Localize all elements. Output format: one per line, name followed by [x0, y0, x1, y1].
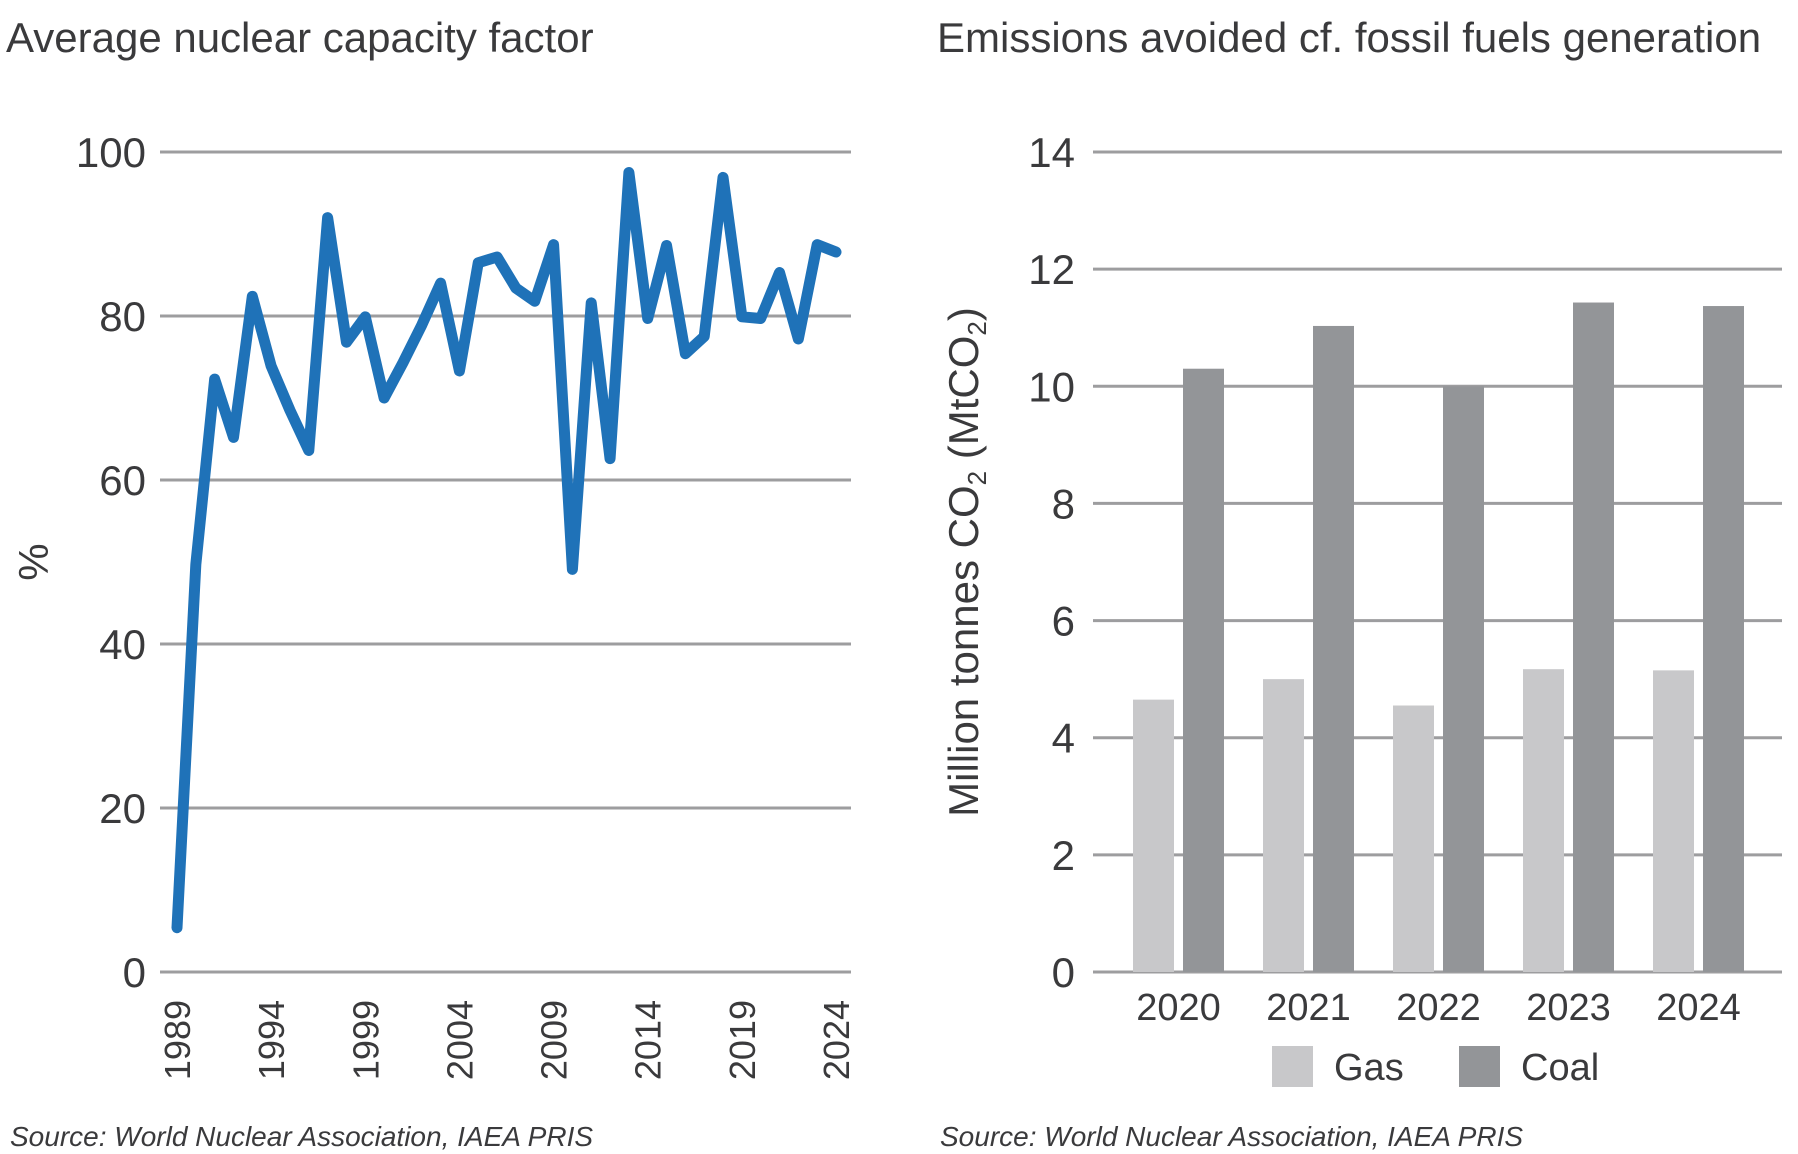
x-tick-label: 2023	[1526, 987, 1611, 1029]
line-chart-title: Average nuclear capacity factor	[6, 14, 594, 61]
x-tick-label: 2014	[628, 1000, 669, 1080]
line-chart-source: Source: World Nuclear Association, IAEA …	[10, 1121, 593, 1152]
x-tick-label: 2024	[1656, 987, 1741, 1029]
y-tick-label: 14	[1028, 129, 1075, 176]
bar-gas-2022	[1393, 705, 1434, 972]
x-tick-label: 2024	[816, 1000, 857, 1080]
y-tick-label: 2	[1052, 832, 1075, 879]
bar-chart: 0 2 4 6 8 10 12 14 2020 2021 2022 2023 2024 Gas Coal	[1028, 129, 1782, 1089]
y-tick-label: 10	[1028, 363, 1075, 410]
bar-gas-2020	[1133, 699, 1174, 972]
capacity-factor-line	[171, 167, 842, 934]
x-tick-label: 2022	[1396, 987, 1481, 1029]
bar-chart-y-label: Million tonnes CO2 (MtCO2)	[940, 307, 992, 817]
line-chart: 0 20 40 60 80 100 1989 1994 1999 2004 2009 2014 2019…	[76, 129, 857, 1080]
x-tick-label: 2004	[439, 1000, 480, 1080]
bar-coal-2020	[1183, 368, 1224, 972]
y-tick-label: 20	[99, 785, 146, 832]
y-tick-label: 8	[1052, 480, 1075, 527]
bar-coal-2022	[1443, 386, 1484, 972]
y-tick-label: 100	[76, 129, 146, 176]
bar-gas-2023	[1523, 669, 1564, 972]
legend-swatch-coal	[1459, 1046, 1500, 1087]
bar-gas-2021	[1263, 679, 1304, 972]
x-tick-label: 1989	[157, 1000, 198, 1080]
y-tick-label: 12	[1028, 246, 1075, 293]
bar-chart-source: Source: World Nuclear Association, IAEA …	[940, 1121, 1523, 1152]
x-tick-label: 2020	[1136, 987, 1221, 1029]
line-chart-y-label: %	[10, 543, 57, 580]
bar-coal-2021	[1313, 325, 1354, 972]
x-tick-label: 2021	[1266, 987, 1351, 1029]
y-tick-label: 0	[1052, 949, 1075, 996]
bar-gas-2024	[1653, 670, 1694, 972]
y-tick-label: 4	[1052, 715, 1075, 762]
legend-label-gas: Gas	[1334, 1047, 1404, 1089]
bar-coal-2024	[1703, 306, 1744, 972]
bar-coal-2023	[1573, 302, 1614, 972]
x-tick-label: 2019	[722, 1000, 763, 1080]
legend-label-coal: Coal	[1521, 1047, 1599, 1089]
legend-swatch-gas	[1272, 1046, 1313, 1087]
y-tick-label: 6	[1052, 598, 1075, 645]
y-tick-label: 40	[99, 621, 146, 668]
y-tick-label: 60	[99, 457, 146, 504]
x-tick-label: 1994	[251, 1000, 292, 1080]
x-tick-label: 1999	[345, 1000, 386, 1080]
bar-chart-title: Emissions avoided cf. fossil fuels gener…	[937, 14, 1761, 61]
y-tick-label: 80	[99, 293, 146, 340]
x-tick-label: 2009	[534, 1000, 575, 1080]
y-tick-label: 0	[123, 949, 146, 996]
